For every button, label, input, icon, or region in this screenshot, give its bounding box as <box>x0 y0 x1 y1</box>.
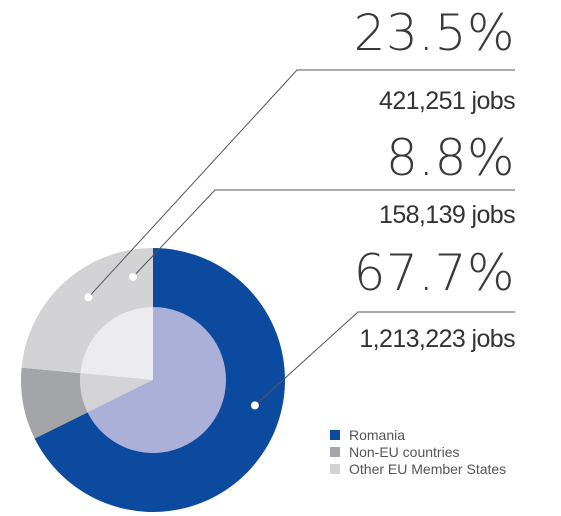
romania-jobs-label: 1,213,223 jobs <box>359 325 515 353</box>
other-eu-percent-label: 23.5% <box>353 4 515 62</box>
legend-swatch-romania <box>330 429 340 440</box>
leader-dot-other-eu <box>84 293 93 302</box>
legend-swatch-non-eu <box>330 446 340 457</box>
chart-slices <box>21 248 285 513</box>
legend-label-non-eu: Non-EU countries <box>349 443 460 460</box>
leader-line-other-eu <box>88 69 515 298</box>
leader-dot-romania <box>250 401 259 410</box>
legend-label-other-eu: Other EU Member States <box>349 460 507 477</box>
leader-dot-non-eu <box>129 272 137 281</box>
leader-line-non-eu <box>132 189 515 278</box>
other-eu-jobs-label: 421,251 jobs <box>379 87 516 115</box>
legend-label-romania: Romania <box>349 426 406 443</box>
slice-inner-non-eu <box>79 373 153 413</box>
non-eu-jobs-label: 158,139 jobs <box>379 201 516 229</box>
legend-item-non-eu: Non-EU countries <box>330 443 506 460</box>
leader-lines <box>84 69 515 410</box>
chart-legend: Romania Non-EU countries Other EU Member… <box>330 426 506 477</box>
non-eu-percent-label: 8.8% <box>385 129 515 187</box>
slice-inner-other-eu <box>80 307 153 380</box>
slice-inner-romania <box>87 307 227 453</box>
legend-item-romania: Romania <box>330 426 506 443</box>
legend-item-other-eu: Other EU Member States <box>330 460 506 477</box>
leader-line-romania <box>254 311 515 406</box>
romania-percent-label: 67.7% <box>353 244 515 302</box>
legend-swatch-other-eu <box>330 463 340 474</box>
